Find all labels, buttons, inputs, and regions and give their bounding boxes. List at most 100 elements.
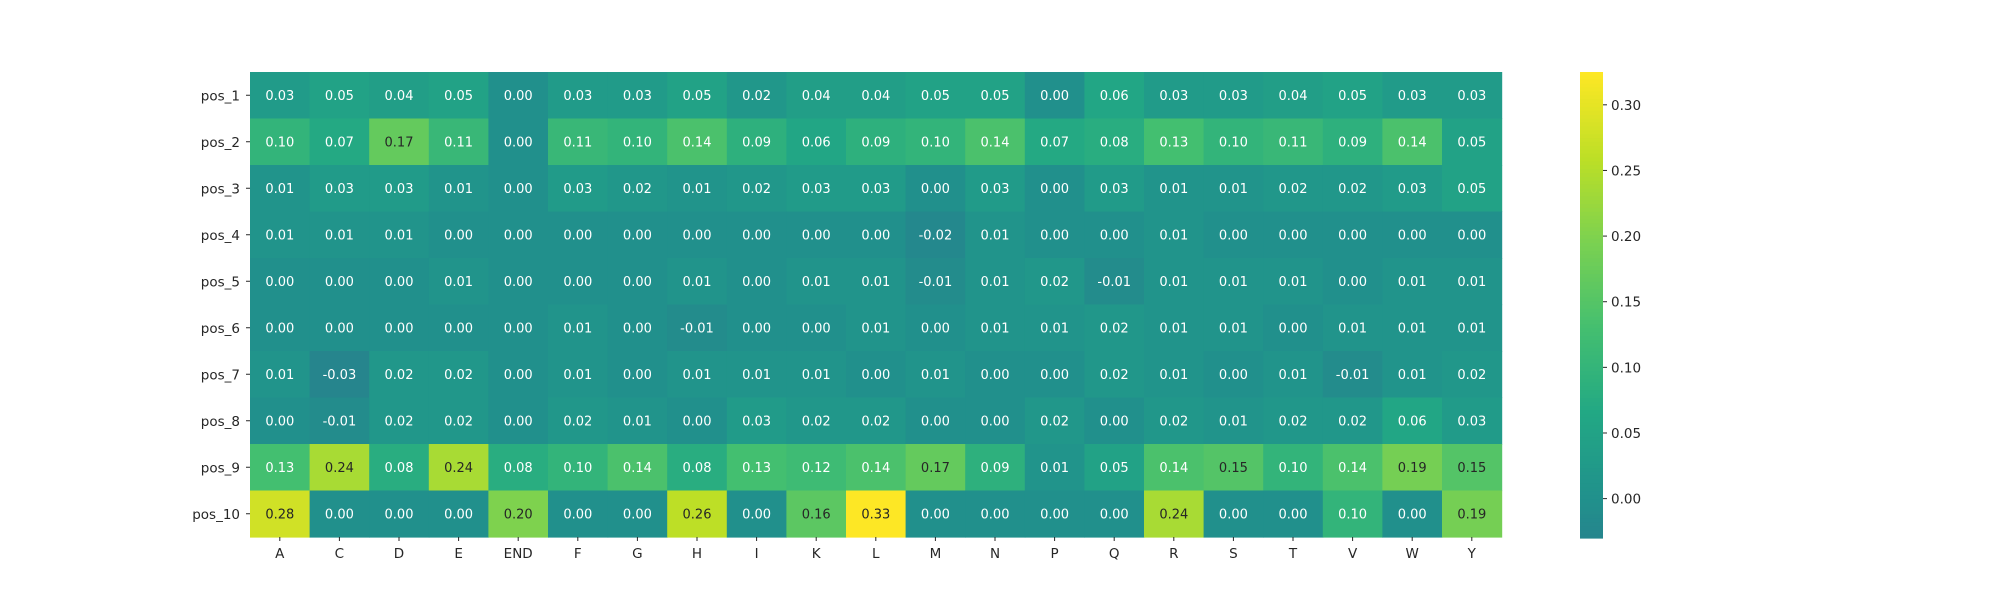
- cell-value-label: 0.01: [444, 275, 473, 290]
- y-axis: pos_1 pos_2 pos_3 pos_4 pos_5 pos_6 pos_7 pos_8…: [192, 88, 250, 523]
- y-tick-label: pos_5: [201, 274, 240, 290]
- cell-value-label: 0.06: [802, 135, 831, 150]
- cell-value-label: 0.14: [1338, 461, 1367, 476]
- cell-value-label: 0.11: [1279, 135, 1308, 150]
- heatmap-cell: [1382, 351, 1443, 399]
- cell-value-label: 0.02: [385, 368, 414, 383]
- cell-value-label: 0.00: [325, 321, 354, 336]
- cell-value-label: 0.08: [1100, 135, 1129, 150]
- cell-value-label: 0.01: [742, 368, 771, 383]
- colorbar-slice: [1580, 371, 1603, 376]
- colorbar-slice: [1580, 363, 1603, 368]
- heatmap-cell: [250, 118, 311, 166]
- heatmap-cell: [548, 118, 609, 166]
- heatmap-cell: [369, 304, 430, 352]
- x-tick-label: K: [812, 546, 822, 562]
- cell-value-label: 0.05: [1457, 182, 1486, 197]
- cell-value-label: 0.04: [385, 89, 414, 104]
- heatmap-cell: [846, 211, 907, 259]
- heatmap-cell: [965, 490, 1026, 538]
- cell-value-label: 0.02: [444, 414, 473, 429]
- cell-value-label: 0.02: [1457, 368, 1486, 383]
- heatmap-cell: [846, 490, 907, 538]
- colorbar-slice: [1580, 355, 1603, 360]
- cell-value-label: 0.09: [742, 135, 771, 150]
- colorbar-slice: [1580, 204, 1603, 209]
- heatmap-cell: [846, 397, 907, 445]
- heatmap-cell: [965, 165, 1026, 213]
- cell-value-label: 0.03: [1457, 414, 1486, 429]
- heatmap-cell: [1322, 490, 1383, 538]
- colorbar-slice: [1580, 530, 1603, 535]
- heatmap-cell: [250, 397, 311, 445]
- heatmap-cell: [428, 118, 489, 166]
- colorbar-slice: [1580, 514, 1603, 520]
- colorbar-slice: [1580, 75, 1603, 81]
- cell-value-label: 0.00: [504, 182, 533, 197]
- colorbar: 0.00 0.05 0.10 0.15 0.20 0.25 0.30: [1580, 72, 1641, 539]
- heatmap-cell: [1024, 211, 1085, 259]
- cell-value-label: 0.09: [981, 461, 1010, 476]
- cell-value-label: 0.10: [921, 135, 950, 150]
- heatmap-cell: [726, 118, 787, 166]
- heatmap-cell: [786, 72, 847, 120]
- y-tick-label: pos_9: [201, 460, 240, 476]
- heatmap-cell: [1084, 444, 1145, 492]
- cell-value-label: 0.03: [802, 182, 831, 197]
- heatmap-cell: [309, 118, 370, 166]
- cell-value-label: 0.19: [1398, 461, 1427, 476]
- x-tick-label: V: [1348, 546, 1358, 562]
- cell-value-label: 0.10: [623, 135, 652, 150]
- colorbar-slice: [1580, 491, 1603, 496]
- heatmap-cell: [250, 490, 311, 538]
- heatmap-cell: [905, 72, 966, 120]
- heatmap-cell: [1382, 72, 1443, 120]
- heatmap-cell: [846, 72, 907, 120]
- cell-value-label: 0.00: [861, 368, 890, 383]
- cell-value-label: 0.01: [861, 275, 890, 290]
- cell-value-label: 0.01: [325, 228, 354, 243]
- heatmap-cell: [250, 351, 311, 399]
- cell-value-label: 0.05: [981, 89, 1010, 104]
- colorbar-slice: [1580, 526, 1603, 531]
- cell-value-label: 0.00: [504, 89, 533, 104]
- y-tick-label: pos_1: [201, 88, 240, 104]
- cell-value-label: 0.01: [802, 275, 831, 290]
- heatmap-cell: [1024, 397, 1085, 445]
- colorbar-slice: [1580, 215, 1603, 221]
- cell-value-label: 0.05: [444, 89, 473, 104]
- heatmap-cell: [905, 165, 966, 213]
- cell-value-label: 0.02: [1338, 414, 1367, 429]
- colorbar-slice: [1580, 312, 1603, 318]
- colorbar-slice: [1580, 386, 1603, 392]
- cell-value-label: 0.04: [802, 89, 831, 104]
- cell-value-label: 0.00: [921, 182, 950, 197]
- heatmap-cell: [1144, 490, 1205, 538]
- cell-value-label: 0.05: [325, 89, 354, 104]
- x-tick-label: W: [1406, 546, 1419, 562]
- colorbar-slice: [1580, 83, 1603, 89]
- heatmap-cell: [1382, 118, 1443, 166]
- colorbar-slice: [1580, 145, 1603, 151]
- heatmap-cell: [250, 211, 311, 259]
- cell-value-label: 0.02: [1338, 182, 1367, 197]
- heatmap-cell: [846, 444, 907, 492]
- heatmap-cell: [428, 304, 489, 352]
- colorbar-slice: [1580, 483, 1603, 489]
- heatmap-cell: [607, 72, 668, 120]
- colorbar-slice: [1580, 270, 1603, 275]
- colorbar-slice: [1580, 448, 1603, 454]
- cell-value-label: 0.19: [1457, 507, 1486, 522]
- heatmap-cell: [965, 304, 1026, 352]
- heatmap-cell: [1024, 165, 1085, 213]
- heatmap-cell: [1263, 351, 1324, 399]
- colorbar-slice: [1580, 169, 1603, 174]
- cell-value-label: -0.01: [680, 321, 714, 336]
- cell-value-label: 0.00: [385, 507, 414, 522]
- cell-value-label: 0.24: [444, 461, 473, 476]
- cell-value-label: 0.00: [1398, 507, 1427, 522]
- cell-value-label: 0.03: [563, 182, 592, 197]
- cell-value-label: 0.00: [265, 321, 294, 336]
- cell-value-label: 0.14: [683, 135, 712, 150]
- heatmap-cell: [309, 397, 370, 445]
